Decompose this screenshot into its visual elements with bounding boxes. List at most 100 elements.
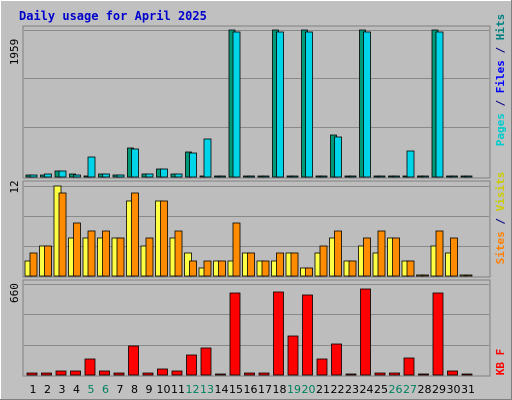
bar-kbf-day-3: [55, 370, 67, 376]
bar-kbf-day-19: [287, 335, 299, 376]
bar-kbf-day-21: [316, 358, 328, 376]
bar-kbf-day-25: [374, 372, 386, 376]
day-label-2: 2: [44, 383, 51, 396]
bar-kbf-day-20: [302, 294, 313, 376]
bar-sites-day-1: [29, 252, 38, 277]
bar-sites-day-19: [290, 252, 299, 277]
day-label-1: 1: [30, 383, 37, 396]
bar-sites-day-13: [203, 260, 212, 277]
bar-sites-day-18: [276, 252, 284, 277]
bar-kbf-day-12: [186, 354, 197, 376]
day-label-25: 25: [374, 383, 388, 396]
chart-title: Daily usage for April 2025: [19, 9, 207, 23]
day-label-11: 11: [171, 383, 185, 396]
bar-sites-day-26: [392, 237, 400, 277]
bar-sites-day-21: [319, 245, 328, 277]
bar-sites-day-8: [131, 192, 139, 277]
day-label-18: 18: [273, 383, 287, 396]
bar-sites-day-7: [116, 237, 125, 277]
bar-pages-day-18: [276, 31, 284, 178]
bar-pages-day-3: [58, 170, 67, 178]
bar-kbf-day-23: [345, 373, 357, 376]
bar-pages-day-24: [363, 31, 371, 178]
bar-sites-day-25: [377, 230, 386, 277]
day-label-22: 22: [331, 383, 345, 396]
day-label-4: 4: [73, 383, 80, 396]
bar-sites-day-2: [44, 245, 52, 277]
bar-pages-day-2: [44, 173, 52, 178]
bar-pages-day-25: [377, 175, 386, 178]
bar-kbf-day-31: [461, 373, 473, 376]
legend-sites: Sites: [494, 231, 507, 264]
bar-kbf-day-18: [273, 291, 284, 376]
bar-sites-day-15: [232, 222, 241, 277]
bar-sites-day-29: [435, 230, 444, 277]
legend-visits: Visits: [494, 172, 507, 212]
bar-pages-day-26: [392, 175, 400, 178]
day-label-14: 14: [215, 383, 229, 396]
bar-kbf-day-27: [403, 357, 415, 376]
day-label-15: 15: [229, 383, 243, 396]
bar-kbf-day-9: [142, 372, 154, 376]
legend-pages: Pages: [494, 113, 507, 146]
day-label-19: 19: [287, 383, 301, 396]
bar-pages-day-6: [102, 173, 110, 178]
bar-pages-day-27: [406, 150, 415, 178]
bar-sites-day-23: [348, 260, 357, 277]
bar-kbf-day-10: [157, 368, 168, 376]
bar-pages-day-5: [87, 156, 96, 178]
day-label-26: 26: [389, 383, 403, 396]
bar-pages-day-30: [450, 175, 458, 178]
bar-sites-day-10: [160, 200, 168, 277]
bar-kbf-day-4: [70, 370, 81, 376]
bar-pages-day-31: [464, 175, 473, 178]
bottom-panel-legend: KB F: [494, 349, 507, 376]
bar-sites-day-14: [218, 260, 226, 277]
bar-sites-day-3: [58, 192, 67, 277]
bar-pages-day-15: [232, 31, 241, 178]
day-label-28: 28: [418, 383, 432, 396]
bottom-panel-ymax-label: 660: [8, 283, 21, 303]
day-label-7: 7: [117, 383, 124, 396]
day-label-21: 21: [316, 383, 330, 396]
bar-sites-day-30: [450, 237, 458, 277]
day-label-29: 29: [432, 383, 446, 396]
day-label-10: 10: [157, 383, 171, 396]
bar-pages-day-21: [319, 175, 328, 178]
bar-kbf-day-17: [258, 372, 270, 376]
bar-kbf-day-30: [447, 370, 458, 376]
legend-files: Files: [494, 60, 507, 93]
top-panel-ymax-label: 1959: [8, 39, 21, 66]
bar-kbf-day-11: [171, 370, 183, 376]
bar-sites-day-31: [464, 274, 473, 277]
bar-kbf-day-28: [418, 373, 429, 376]
bar-pages-day-13: [203, 138, 212, 178]
bar-pages-day-16: [247, 175, 255, 178]
bar-pages-day-1: [29, 174, 38, 178]
bar-kbf-day-16: [244, 372, 255, 376]
bar-sites-day-6: [102, 230, 110, 277]
bar-pages-day-14: [218, 175, 226, 178]
day-label-16: 16: [244, 383, 258, 396]
bar-sites-day-9: [145, 237, 154, 277]
bar-kbf-day-2: [41, 372, 52, 376]
day-label-6: 6: [102, 383, 109, 396]
bar-pages-day-29: [435, 31, 444, 178]
bar-kbf-day-8: [128, 345, 139, 376]
bar-pages-day-22: [334, 136, 342, 178]
bar-kbf-day-26: [389, 372, 400, 376]
bar-kbf-day-29: [432, 292, 444, 376]
bar-sites-day-20: [305, 267, 313, 277]
day-label-17: 17: [258, 383, 272, 396]
bar-sites-day-17: [261, 260, 270, 277]
bar-sites-day-28: [421, 274, 429, 277]
day-label-30: 30: [447, 383, 461, 396]
bar-pages-day-17: [261, 175, 270, 178]
bar-pages-day-19: [290, 175, 299, 178]
bar-kbf-day-22: [331, 343, 342, 376]
bar-kbf-day-6: [99, 370, 110, 376]
legend-hits: Hits: [494, 14, 507, 41]
middle-panel-legend: Sites / Visits: [494, 172, 507, 265]
top-panel-legend: Pages / Files / Hits: [494, 14, 507, 147]
